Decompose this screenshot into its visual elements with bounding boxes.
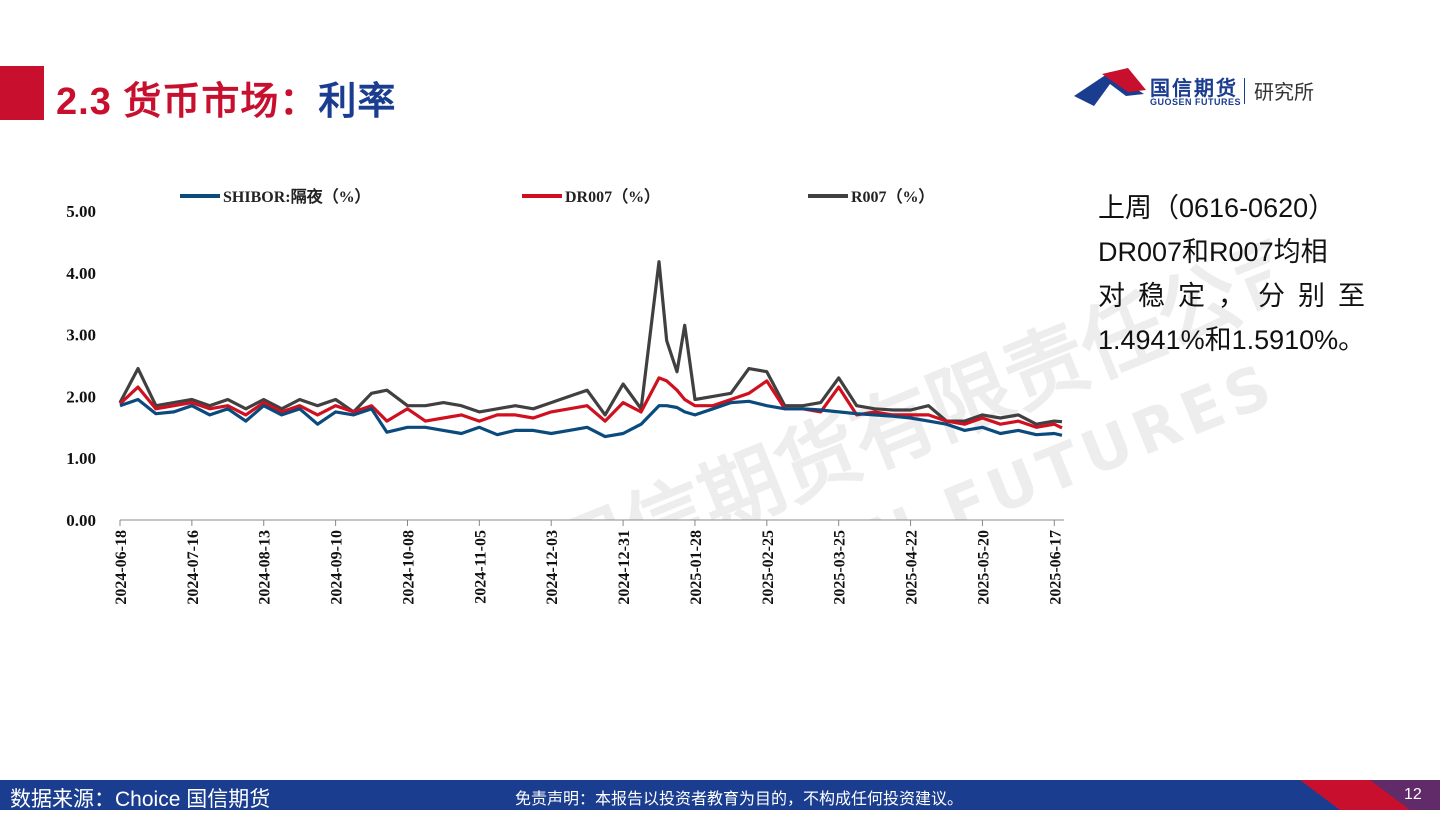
legend-label: R007（%） [851, 188, 935, 206]
title-accent-bar [0, 66, 44, 120]
logo-divider [1244, 78, 1245, 104]
commentary-line-1: 上周（0616-0620） [1098, 193, 1336, 223]
x-tick-label: 2024-07-16 [185, 530, 202, 605]
x-tick-label: 2024-12-03 [544, 530, 561, 605]
x-tick-label: 2024-08-13 [257, 530, 274, 605]
x-tick-label: 2025-03-25 [832, 530, 849, 605]
x-tick-label: 2025-01-28 [688, 530, 705, 605]
x-tick-label: 2024-12-31 [616, 530, 633, 605]
x-tick-label: 2025-05-20 [975, 530, 992, 605]
page-title-separator: ： [279, 81, 319, 123]
page-number: 12 [1404, 786, 1422, 803]
brand-logo: 国信期货 GUOSEN FUTURES 研究所 [1072, 66, 1372, 116]
series-line-r007 [118, 260, 1063, 426]
y-tick-label: 5.00 [66, 202, 96, 221]
rate-line-chart: SHIBOR:隔夜（%） DR007（%） R007（%） 0.00 1.00 2.00… [66, 187, 1064, 605]
page-title-sub: 利率 [318, 81, 397, 123]
legend-label: SHIBOR:隔夜（%） [223, 187, 371, 206]
y-tick-label: 3.00 [66, 326, 96, 345]
y-tick-label: 4.00 [66, 264, 96, 283]
footer-bar: 数据来源：Choice 国信期货 免责声明：本报告以投资者教育为目的，不构成任何… [0, 780, 1440, 811]
x-tick-label: 2025-04-22 [904, 530, 921, 605]
commentary-line-3: 对稳定，分别至 [1098, 281, 1378, 311]
footer-disclaimer: 免责声明：本报告以投资者教育为目的，不构成任何投资建议。 [515, 791, 964, 808]
y-tick-label: 2.00 [66, 387, 96, 406]
y-tick-label: 1.00 [66, 449, 96, 468]
x-axis: 2024-06-18 2024-07-16 2024-08-13 2024-09-10… [113, 519, 1064, 605]
footer-accent-icon [1300, 780, 1440, 810]
y-tick-label: 0.00 [66, 511, 96, 530]
commentary-text: 上周（0616-0620） DR007和R007均相 对稳定，分别至 1.494… [1098, 186, 1398, 362]
commentary-line-4: 1.4941%和1.5910%。 [1098, 325, 1366, 355]
footer-source: 数据来源：Choice 国信期货 [10, 788, 271, 811]
x-tick-label: 2025-06-17 [1047, 530, 1064, 605]
y-axis: 0.00 1.00 2.00 3.00 4.00 5.00 [66, 202, 96, 530]
series-line-shibor [119, 397, 1063, 439]
series-line-dr007 [118, 376, 1063, 430]
chart-legend: SHIBOR:隔夜（%） DR007（%） R007（%） [180, 187, 935, 206]
commentary-line-2: DR007和R007均相 [1098, 237, 1328, 267]
page-title: 2.3 货币市场：利率 [56, 70, 396, 125]
x-tick-label: 2024-10-08 [400, 530, 417, 605]
x-tick-label: 2024-09-10 [329, 530, 346, 605]
logo-institute-text: 研究所 [1254, 82, 1314, 104]
logo-en-text: GUOSEN FUTURES [1150, 97, 1242, 107]
x-tick-label: 2024-11-05 [472, 530, 489, 604]
legend-label: DR007（%） [565, 188, 660, 206]
series-lines [118, 260, 1063, 439]
x-tick-label: 2025-02-25 [760, 530, 777, 605]
logo-mark-icon [1074, 68, 1146, 106]
x-tick-label: 2024-06-18 [113, 530, 130, 605]
page-title-main: 2.3 货币市场 [56, 81, 280, 123]
logo-cn-text: 国信期货 [1150, 78, 1238, 100]
